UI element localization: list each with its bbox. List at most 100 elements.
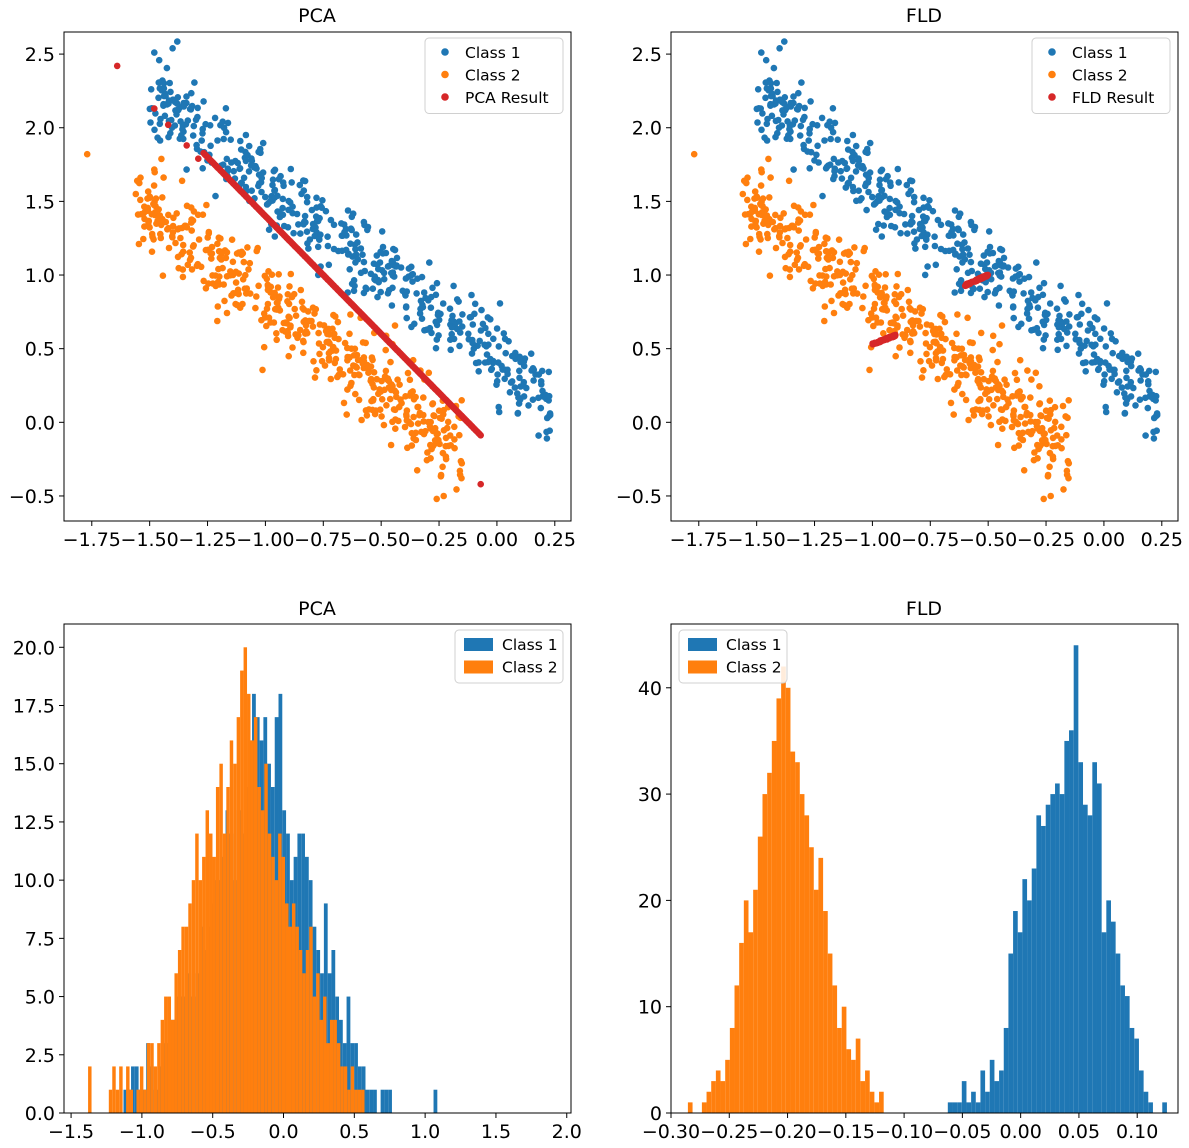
- fld-histogram-bar-class-2: [823, 911, 828, 1113]
- fld-scatter-point-class-2: [1027, 411, 1034, 419]
- pca-scatter-point-class-2: [358, 416, 365, 424]
- pca-scatter-y-tick-label: 1.0: [25, 265, 55, 287]
- fld-histogram-y-tick-label: 10: [638, 997, 662, 1019]
- fld-scatter-point-class-2: [751, 195, 758, 202]
- pca-histogram-bar-class-2: [316, 973, 320, 1113]
- pca-histogram-bar-class-2: [229, 740, 234, 1113]
- fld-histogram-x-tick-label: −0.30: [642, 1121, 700, 1143]
- pca-scatter-point-class-1: [402, 275, 410, 282]
- fld-histogram-bar-class-2: [851, 1059, 856, 1113]
- pca-scatter-point-class-1: [546, 411, 554, 419]
- pca-scatter-legend-marker-class-1: [441, 48, 449, 56]
- pca-scatter-point-class-1: [483, 343, 490, 350]
- pca-scatter-point-class-1: [433, 336, 441, 343]
- fld-scatter-point-class-2: [744, 196, 751, 204]
- pca-scatter-point-class-1: [416, 310, 424, 317]
- pca-scatter-legend-label-pca-result: PCA Result: [465, 89, 549, 107]
- fld-scatter-series-fld-result: [869, 271, 992, 348]
- fld-scatter-point-class-1: [852, 142, 860, 150]
- fld-histogram-bar-class-2: [687, 1102, 693, 1113]
- fld-scatter-point-class-2: [755, 211, 763, 218]
- pca-scatter-point-class-2: [255, 282, 262, 290]
- fld-scatter-point-class-2: [994, 441, 1002, 449]
- fld-scatter-point-class-2: [759, 195, 767, 202]
- pca-scatter-point-class-2: [353, 364, 361, 371]
- fld-scatter-point-class-1: [915, 206, 923, 214]
- fld-scatter-point-class-1: [875, 220, 882, 228]
- fld-scatter-point-fld-result: [876, 338, 883, 346]
- pca-scatter-point-class-1: [484, 358, 492, 366]
- fld-scatter-point-class-1: [1000, 254, 1008, 262]
- fld-scatter-point-class-1: [959, 259, 966, 266]
- pca-scatter-point-class-2: [382, 367, 390, 375]
- fld-scatter-point-class-2: [1060, 486, 1067, 493]
- pca-scatter-point-class-1: [259, 139, 267, 147]
- fld-scatter-point-class-2: [1051, 418, 1059, 426]
- pca-scatter-x-tick-label: −0.50: [352, 529, 410, 551]
- fld-scatter-point-class-2: [757, 182, 765, 189]
- fld-scatter-point-class-1: [1127, 393, 1135, 400]
- pca-scatter-point-class-1: [346, 266, 354, 273]
- fld-histogram-bar-class-2: [804, 815, 810, 1113]
- pca-scatter-point-class-1: [223, 155, 231, 163]
- fld-scatter-point-class-1: [1083, 337, 1090, 345]
- fld-scatter-point-class-1: [912, 245, 919, 252]
- pca-scatter-point-class-2: [168, 232, 176, 240]
- pca-scatter-point-class-1: [254, 182, 262, 190]
- fld-scatter-point-class-1: [996, 284, 1003, 292]
- fld-scatter-point-class-2: [894, 270, 902, 278]
- fld-scatter-point-class-2: [1058, 436, 1065, 443]
- fld-scatter-point-class-2: [812, 280, 819, 287]
- fld-scatter-point-class-2: [892, 352, 899, 360]
- fld-scatter-point-class-2: [743, 179, 750, 187]
- fld-scatter-point-class-1: [949, 246, 957, 254]
- pca-scatter-point-class-2: [435, 407, 443, 415]
- fld-scatter-point-class-1: [1090, 351, 1098, 358]
- pca-scatter-point-class-2: [245, 266, 252, 273]
- fld-scatter-point-class-1: [1053, 305, 1061, 313]
- fld-scatter-x-tick-label: −0.50: [959, 529, 1017, 551]
- fld-scatter-point-class-2: [849, 271, 856, 279]
- pca-scatter-point-class-1: [193, 141, 200, 149]
- pca-scatter-point-class-2: [367, 377, 375, 385]
- fld-scatter-point-class-1: [878, 187, 885, 194]
- fld-scatter-point-class-2: [1038, 437, 1046, 444]
- pca-scatter-point-class-1: [363, 285, 370, 293]
- pca-scatter-point-class-2: [429, 442, 437, 449]
- pca-scatter-point-class-2: [214, 303, 222, 310]
- pca-scatter-point-class-1: [341, 228, 348, 236]
- pca-scatter-data-layer: [83, 38, 554, 503]
- fld-scatter-point-class-1: [869, 193, 876, 201]
- pca-scatter-point-pca-result: [183, 142, 190, 149]
- fld-scatter-x-tick-label: −0.75: [901, 529, 959, 551]
- fld-scatter-point-class-1: [951, 289, 958, 296]
- fld-scatter-point-class-2: [896, 344, 903, 351]
- pca-scatter-point-class-1: [432, 318, 440, 326]
- fld-scatter-point-class-2: [772, 244, 780, 252]
- pca-scatter-point-class-2: [395, 403, 403, 411]
- pca-histogram-bar-class-2: [257, 787, 261, 1113]
- pca-scatter-point-class-1: [475, 359, 483, 366]
- pca-histogram-bar-class-2: [195, 833, 199, 1113]
- pca-scatter-point-class-2: [344, 344, 351, 352]
- pca-scatter-point-class-2: [179, 241, 187, 249]
- pca-scatter-point-class-2: [188, 216, 195, 223]
- pca-scatter-point-class-1: [428, 329, 435, 337]
- fld-scatter-point-class-1: [1142, 371, 1150, 378]
- fld-scatter-point-class-1: [767, 100, 774, 108]
- fld-scatter-point-class-1: [827, 135, 834, 143]
- pca-scatter-point-class-2: [160, 174, 167, 181]
- pca-scatter-point-class-2: [232, 300, 239, 308]
- fld-scatter-point-class-2: [989, 332, 997, 340]
- fld-scatter-point-class-2: [828, 297, 835, 305]
- pca-scatter-point-class-1: [160, 92, 168, 100]
- fld-scatter-y-tick-label: −0.5: [616, 486, 662, 508]
- pca-scatter-point-class-2: [381, 386, 388, 394]
- pca-scatter-point-class-1: [298, 190, 305, 198]
- pca-scatter-point-class-2: [344, 357, 351, 364]
- fld-scatter-point-class-2: [947, 399, 955, 407]
- fld-scatter-point-class-1: [909, 219, 916, 226]
- pca-scatter-y-tick-label: 2.0: [25, 118, 55, 140]
- fld-scatter-point-class-1: [1103, 300, 1111, 307]
- pca-scatter-point-class-1: [453, 325, 461, 333]
